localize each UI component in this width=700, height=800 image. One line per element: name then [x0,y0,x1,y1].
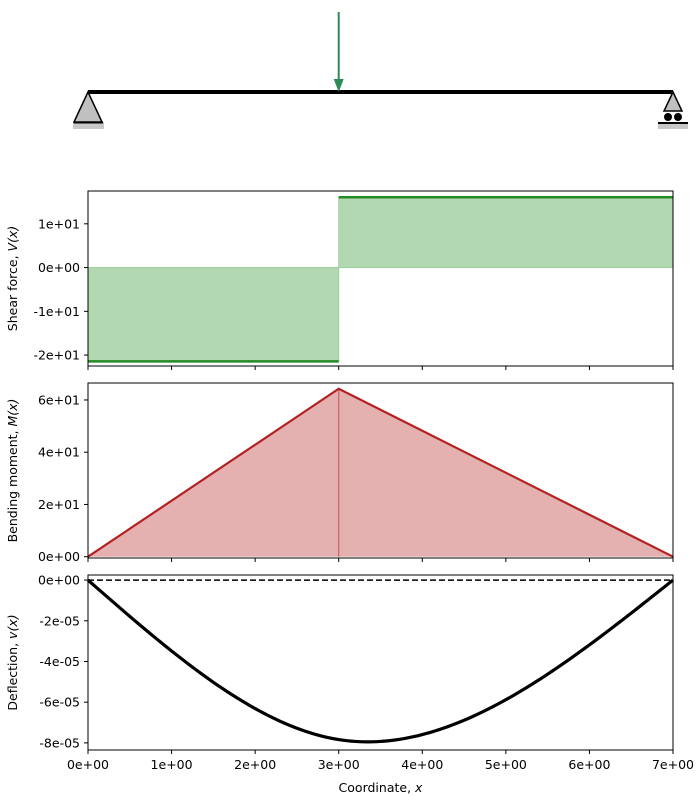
x-tick-label: 0e+00 [67,757,109,772]
roller-wheel [674,113,682,121]
shear-fill-left [87,267,340,362]
y-tick-label: -4e-05 [39,654,80,669]
shear-fill-right [338,196,674,269]
axes-frame [87,190,674,367]
moment-line [87,387,674,558]
y-axis-label-variable: v(x) [5,614,20,639]
y-axis-label-text: Bending moment, [5,427,20,543]
x-tick-label: 3e+00 [318,757,360,772]
y-tick-label: 6e+01 [38,392,80,407]
beam-diagram [72,12,688,129]
axes-frame [87,574,674,751]
moment-fill [88,388,673,557]
y-tick-label: 4e+01 [38,445,80,460]
left-pin-support [72,90,104,123]
x-tick-label: 7e+00 [652,757,694,772]
axes-frame [87,382,674,559]
y-tick-label: -2e+01 [33,348,80,363]
x-tick-label: 1e+00 [151,757,193,772]
bending-moment-panel: 6e+01 4e+01 2e+01 0e+00 Bending moment, M(x) [5,382,674,564]
y-axis-label: Deflection, v(x) [5,614,20,710]
y-tick-label: 0e+00 [38,549,80,564]
y-axis-label-text: Shear force, [5,251,20,331]
x-tick-label: 2e+00 [234,757,276,772]
y-axis-label: Shear force, V(x) [5,226,20,331]
y-tick-label: -6e-05 [39,695,80,710]
y-axis-label-text: Deflection, [5,639,20,711]
y-tick-label: -8e-05 [39,735,80,750]
y-axis-label-variable: V(x) [5,226,20,252]
roller-wheel [664,113,672,121]
right-support-ground [658,122,688,129]
point-load-arrowhead [333,79,344,92]
y-tick-label: -1e+01 [33,304,80,319]
deflection-panel: 0e+00 -2e-05 -4e-05 -6e-05 -8e-05 0e+00 1e+00 2… [5,573,694,795]
y-axis-label-variable: M(x) [5,399,20,427]
x-tick-label: 4e+00 [401,757,443,772]
x-tick-label: 5e+00 [485,757,527,772]
x-axis-label-variable: x [414,780,423,795]
y-tick-label: 2e+01 [38,497,80,512]
right-roller-support [662,90,684,112]
y-tick-label: 1e+01 [38,216,80,231]
x-axis-label-text: Coordinate, [339,780,415,795]
y-tick-label: 0e+00 [38,260,80,275]
left-support-ground [73,122,104,129]
y-tick-label: -2e-05 [39,613,80,628]
x-tick-label: 6e+00 [568,757,610,772]
shear-force-panel: 1e+01 0e+00 -1e+01 -2e+01 Shear force, V(x) [5,190,674,370]
y-tick-label: 0e+00 [38,573,80,588]
x-axis-label: Coordinate, x [339,780,423,795]
deflection-curve [86,578,674,744]
y-axis-label: Bending moment, M(x) [5,399,20,543]
